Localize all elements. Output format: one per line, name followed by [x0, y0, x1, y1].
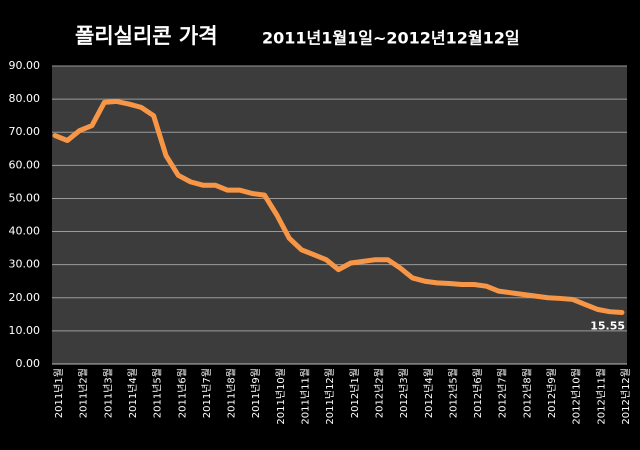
- x-tick-label: 2012년8월: [521, 368, 533, 418]
- y-tick-label: 0.00: [16, 357, 41, 370]
- x-tick-label: 2012년12월: [620, 368, 632, 425]
- x-tick-label: 2011년9월: [250, 368, 262, 418]
- x-tick-label: 2011년2월: [78, 368, 90, 418]
- x-tick-label: 2011년11월: [300, 368, 312, 425]
- x-tick-label: 2012년2월: [373, 368, 385, 418]
- x-tick-label: 2011년12월: [324, 368, 336, 425]
- x-tick-label: 2011년4월: [127, 368, 139, 418]
- y-tick-label: 20.00: [9, 291, 41, 304]
- y-tick-label: 80.00: [9, 92, 41, 105]
- x-tick-label: 2012년4월: [423, 368, 435, 418]
- y-tick-label: 40.00: [9, 225, 41, 238]
- x-tick-label: 2012년3월: [398, 368, 410, 418]
- y-tick-label: 90.00: [9, 59, 41, 72]
- x-tick-label: 2012년11월: [595, 368, 607, 425]
- x-tick-label: 2012년5월: [447, 368, 459, 418]
- x-tick-label: 2011년1월: [53, 368, 65, 418]
- x-tick-label: 2011년8월: [226, 368, 238, 418]
- y-tick-label: 70.00: [9, 125, 41, 138]
- x-tick-label: 2012년10월: [571, 368, 583, 425]
- data-label: 15.55: [590, 320, 625, 333]
- x-tick-label: 2012년9월: [546, 368, 558, 418]
- x-tick-label: 2011년3월: [102, 368, 114, 418]
- y-tick-label: 60.00: [9, 158, 41, 171]
- x-tick-label: 2011년6월: [176, 368, 188, 418]
- x-tick-label: 2011년10월: [275, 368, 287, 425]
- x-tick-label: 2012년1월: [349, 368, 361, 418]
- plot-area: [52, 66, 627, 364]
- x-tick-label: 2012년6월: [472, 368, 484, 418]
- y-tick-label: 30.00: [9, 258, 41, 271]
- x-tick-label: 2011년5월: [152, 368, 164, 418]
- y-tick-label: 10.00: [9, 324, 41, 337]
- chart-title: 폴리실리콘 가격: [75, 24, 218, 48]
- x-tick-label: 2011년7월: [201, 368, 213, 418]
- y-tick-label: 50.00: [9, 191, 41, 204]
- x-tick-label: 2012년7월: [497, 368, 509, 418]
- line-series: [52, 98, 625, 316]
- chart-subtitle: 2011년1월1일~2012년12월12일: [262, 29, 520, 48]
